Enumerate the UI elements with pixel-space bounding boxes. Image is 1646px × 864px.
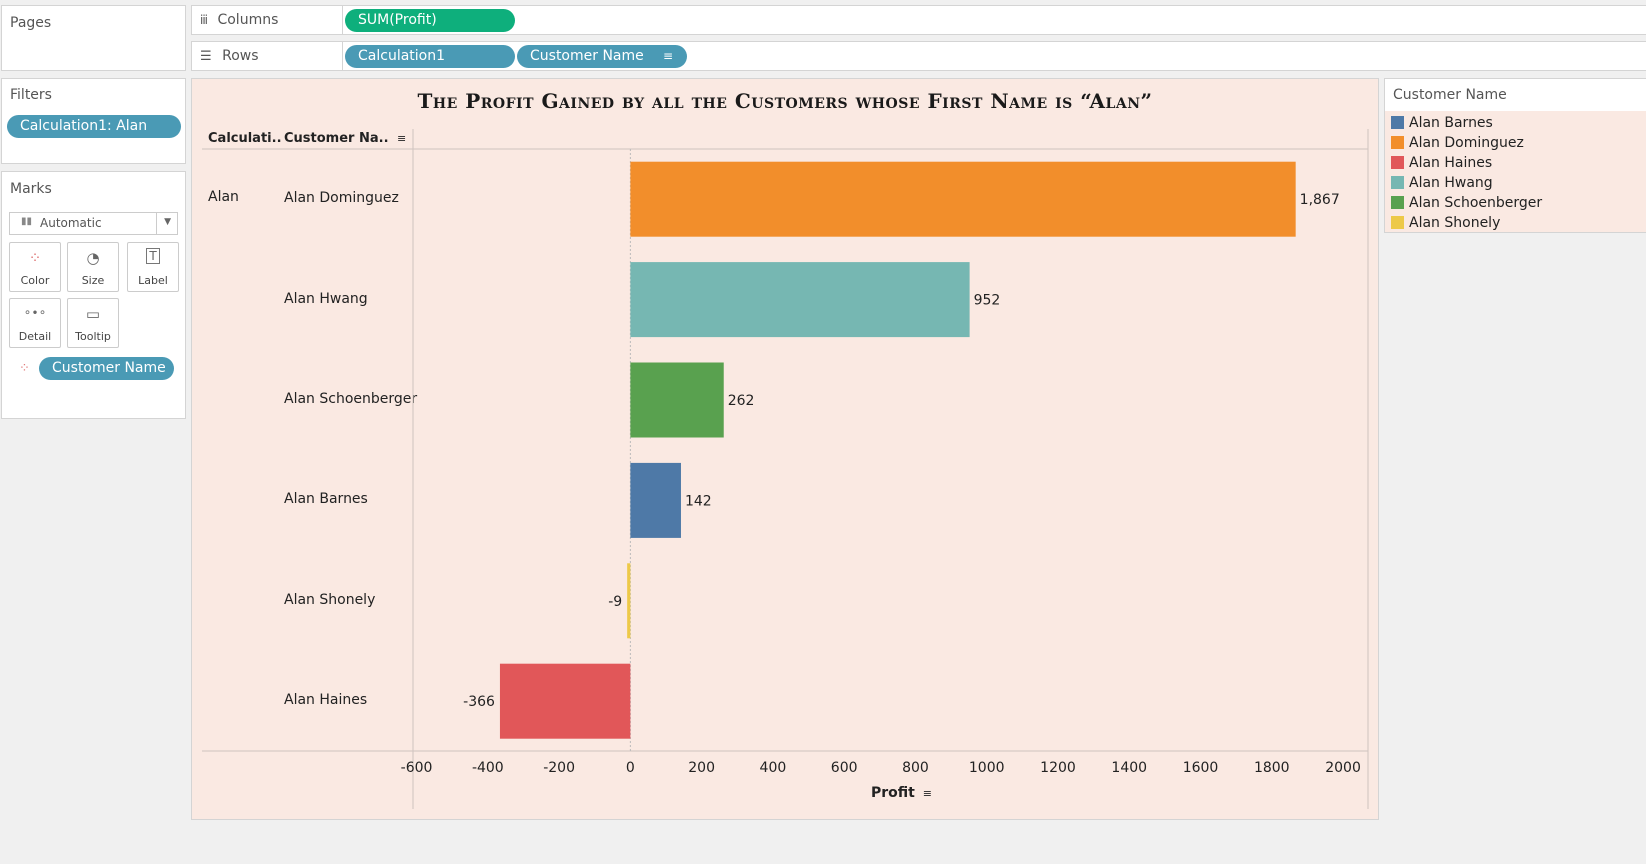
legend-label: Alan Hwang: [1409, 175, 1493, 191]
bar: [630, 262, 970, 338]
row-label[interactable]: Alan Dominguez: [284, 190, 399, 207]
columns-pill-sum-profit[interactable]: SUM(Profit): [345, 9, 515, 32]
rows-label: ☰ Rows: [200, 48, 259, 64]
bar: [627, 563, 631, 639]
data-label: -366: [463, 694, 495, 710]
shelf-divider: [342, 42, 343, 70]
legend-item[interactable]: Alan Barnes: [1391, 114, 1493, 132]
x-tick-label: 1000: [969, 760, 1005, 776]
x-tick-label: 800: [902, 760, 929, 776]
legend-label: Alan Haines: [1409, 155, 1493, 171]
x-tick-label: -400: [472, 760, 504, 776]
color-icon: ⁘: [28, 249, 42, 267]
detail-button[interactable]: ∘∙∘ Detail: [9, 298, 61, 348]
color-button[interactable]: ⁘ Color: [9, 242, 61, 292]
columns-shelf[interactable]: iii Columns SUM(Profit): [191, 5, 1646, 35]
x-tick-label: 0: [626, 760, 635, 776]
tooltip-button[interactable]: ▭ Tooltip: [67, 298, 119, 348]
x-tick-label: 200: [688, 760, 715, 776]
row-label[interactable]: Alan Schoenberger: [284, 391, 418, 407]
filter-pill-calculation1[interactable]: Calculation1: Alan: [7, 115, 181, 138]
legend-swatch: [1391, 116, 1404, 129]
marks-color-pill-customer-name[interactable]: Customer Name: [39, 357, 174, 380]
columns-icon: iii: [200, 13, 208, 27]
data-label: 142: [685, 493, 712, 509]
sort-icon: ≡: [922, 787, 932, 800]
header-calculation1[interactable]: Calculati..: [208, 131, 282, 146]
row-label[interactable]: Alan Haines: [284, 692, 368, 709]
bar: [630, 462, 681, 538]
shelf-divider: [342, 6, 343, 34]
dropdown-divider: [156, 213, 157, 234]
row-label[interactable]: Alan Hwang: [284, 290, 368, 307]
label-icon: T: [128, 248, 178, 264]
detail-icon: ∘∙∘: [23, 305, 47, 319]
pages-panel: Pages: [1, 5, 186, 71]
bar: [499, 663, 631, 739]
legend-item[interactable]: Alan Schoenberger: [1391, 194, 1542, 212]
row-label[interactable]: Alan Shonely: [284, 591, 376, 608]
color-encoding-icon: ⁘: [19, 361, 30, 376]
legend-item[interactable]: Alan Shonely: [1391, 214, 1500, 232]
legend-swatch: [1391, 156, 1404, 169]
data-label: 262: [728, 393, 755, 409]
x-tick-label: -200: [543, 760, 575, 776]
group-label-alan: Alan: [208, 189, 239, 205]
x-tick-label: 1400: [1111, 760, 1147, 776]
data-label: -9: [608, 594, 622, 610]
x-tick-label: -600: [401, 760, 433, 776]
legend-item[interactable]: Alan Hwang: [1391, 174, 1493, 192]
data-label: 1,867: [1300, 192, 1340, 208]
sort-icon: ≡: [662, 49, 673, 63]
rows-shelf[interactable]: ☰ Rows Calculation1 Customer Name ≡: [191, 41, 1646, 71]
legend-label: Alan Shonely: [1409, 215, 1501, 231]
size-button[interactable]: ◔ Size: [67, 242, 119, 292]
legend-swatch: [1391, 216, 1404, 229]
bar: [630, 362, 724, 438]
bar: [630, 161, 1296, 237]
x-tick-label: 1200: [1040, 760, 1076, 776]
legend-item[interactable]: Alan Haines: [1391, 154, 1492, 172]
bar-chart: 1,867 952 262 142 -9 -366 -600 -400 -200 0 200 400 6…: [202, 129, 1369, 809]
marks-title: Marks: [10, 181, 52, 197]
legend-panel: Customer Name Alan Barnes Alan Dominguez A…: [1384, 78, 1646, 233]
filters-panel: Filters Calculation1: Alan: [1, 78, 186, 164]
x-tick-label: 1800: [1254, 760, 1290, 776]
mark-type-dropdown[interactable]: ▮▮ Automatic ▼: [9, 212, 178, 235]
x-tick-label: 400: [760, 760, 787, 776]
x-axis-title[interactable]: Profit ≡: [871, 785, 932, 801]
x-tick-label: 2000: [1325, 760, 1361, 776]
x-tick-label: 600: [831, 760, 858, 776]
chevron-down-icon: ▼: [164, 217, 171, 227]
legend-swatch: [1391, 196, 1404, 209]
filters-title: Filters: [10, 87, 52, 103]
label-button[interactable]: T Label: [127, 242, 179, 292]
columns-label: iii Columns: [200, 12, 279, 28]
bar-chart-icon: ▮▮: [21, 216, 33, 227]
row-label[interactable]: Alan Barnes: [284, 491, 368, 508]
legend-swatch: [1391, 176, 1404, 189]
marks-panel: Marks ▮▮ Automatic ▼ ⁘ Color ◔ Size T La…: [1, 171, 186, 419]
size-icon: ◔: [86, 249, 100, 267]
tooltip-icon: ▭: [85, 305, 101, 323]
rows-pill-customer-name[interactable]: Customer Name ≡: [517, 45, 687, 68]
legend-label: Alan Schoenberger: [1409, 195, 1543, 211]
legend-swatch: [1391, 136, 1404, 149]
chart-title: The Profit Gained by all the Customers w…: [417, 89, 1153, 113]
legend-label: Alan Dominguez: [1409, 135, 1524, 151]
header-customer-name[interactable]: Customer Na.. ≡: [284, 131, 407, 146]
sort-icon: ≡: [397, 132, 407, 145]
legend-header: [1385, 79, 1646, 111]
rows-pill-calculation1[interactable]: Calculation1: [345, 45, 515, 68]
legend-item[interactable]: Alan Dominguez: [1391, 134, 1524, 152]
data-label: 952: [974, 293, 1001, 309]
legend-title: Customer Name: [1393, 87, 1507, 103]
legend-label: Alan Barnes: [1409, 115, 1493, 131]
rows-icon: ☰: [200, 49, 212, 64]
viz-area: The Profit Gained by all the Customers w…: [191, 78, 1379, 820]
pages-title: Pages: [10, 15, 52, 31]
x-tick-label: 1600: [1183, 760, 1219, 776]
